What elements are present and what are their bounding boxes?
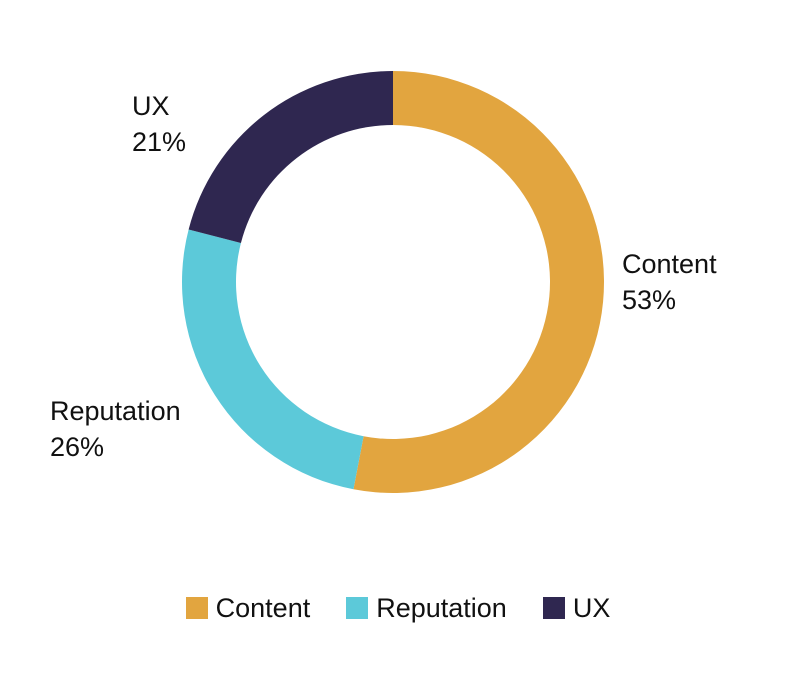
slice-content bbox=[353, 71, 604, 493]
chart-legend: Content Reputation UX bbox=[0, 588, 796, 628]
slice-label-reputation: Reputation bbox=[50, 396, 181, 426]
slice-value-content: 53% bbox=[622, 285, 676, 315]
legend-label-content: Content bbox=[215, 592, 311, 623]
slice-label-content: Content bbox=[622, 249, 717, 279]
slice-value-ux: 21% bbox=[132, 127, 186, 157]
legend-item-reputation: Reputation bbox=[346, 593, 507, 624]
slice-value-reputation: 26% bbox=[50, 432, 104, 462]
legend-item-ux: UX bbox=[542, 592, 611, 624]
legend-swatch-content bbox=[185, 597, 208, 619]
slice-ux bbox=[188, 71, 393, 243]
slice-label-ux: UX bbox=[132, 91, 170, 121]
donut-slices bbox=[181, 71, 604, 493]
legend-swatch-reputation bbox=[346, 597, 369, 619]
legend-label-ux: UX bbox=[572, 592, 611, 623]
legend-label-reputation: Reputation bbox=[376, 592, 507, 623]
legend-swatch-ux bbox=[542, 597, 565, 619]
legend-item-content: Content bbox=[185, 592, 311, 624]
slice-reputation bbox=[181, 229, 364, 490]
slice-labels: Content 53% Reputation 26% UX 21% bbox=[50, 91, 717, 462]
